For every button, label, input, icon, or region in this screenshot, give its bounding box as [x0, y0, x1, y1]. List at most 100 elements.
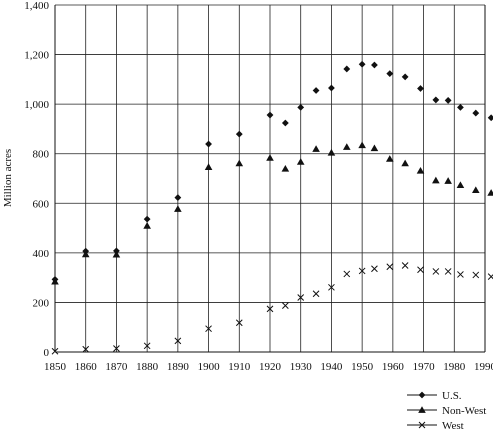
non-west-point: [370, 144, 379, 152]
y-axis-title: Million acres: [2, 149, 14, 207]
legend-marker: [418, 421, 426, 429]
non-west-point: [266, 154, 274, 161]
us-point: [235, 130, 243, 138]
west-point: [444, 268, 452, 275]
tick-labels: 0 200 400 600 800 1,000 1,200 1,400 1850 1860 1870…: [24, 0, 493, 373]
us-point: [266, 111, 274, 119]
west-point: [143, 342, 151, 350]
non-west-point: [444, 177, 452, 184]
us-point: [417, 85, 424, 92]
us-point: [312, 87, 320, 94]
west-point: [432, 268, 440, 275]
non-west-point: [385, 155, 394, 162]
y-tick-label: 0: [44, 347, 50, 359]
non-west-point: [281, 165, 290, 172]
y-tick-label: 400: [33, 248, 50, 260]
x-tick-label: 1920: [259, 361, 282, 373]
non-west-point: [342, 143, 351, 150]
legend-item-west: West: [407, 420, 464, 432]
non-west-point: [416, 167, 425, 174]
y-tick-label: 600: [33, 198, 50, 210]
us-point: [328, 84, 335, 92]
non-west-point: [112, 250, 121, 258]
west-point: [312, 290, 320, 298]
non-west-point: [471, 186, 480, 193]
us-point: [297, 103, 305, 111]
legend-label: West: [442, 420, 464, 429]
non-west-point: [487, 189, 493, 196]
us-point: [281, 119, 289, 127]
us-point: [343, 65, 351, 73]
west-point: [51, 347, 59, 355]
x-tick-label: 1950: [351, 361, 374, 373]
non-west-point: [143, 222, 151, 229]
non-west-point: [174, 205, 182, 212]
y-tick-label: 800: [33, 149, 50, 161]
legend-item-non-west: Non-West: [407, 405, 486, 417]
west-point: [235, 319, 243, 327]
us-point: [457, 103, 464, 111]
x-tick-label: 1990: [474, 361, 493, 373]
x-tick-label: 1980: [443, 361, 466, 373]
us-point: [174, 194, 182, 201]
non-west-point: [235, 159, 244, 167]
west-point: [174, 337, 182, 345]
west-point: [266, 305, 274, 313]
x-tick-label: 1970: [413, 361, 436, 373]
west-point: [472, 271, 480, 279]
x-tick-label: 1860: [75, 361, 98, 373]
us-point: [143, 215, 151, 223]
west-point: [401, 262, 409, 269]
legend-marker: [418, 391, 426, 399]
us-point: [205, 140, 212, 148]
us-point: [371, 61, 378, 69]
non-west-point: [204, 163, 213, 170]
us-point: [401, 73, 409, 81]
non-west-point: [327, 148, 336, 156]
x-tick-label: 1890: [167, 361, 190, 373]
y-tick-label: 1,200: [24, 50, 49, 62]
x-tick-label: 1930: [290, 361, 313, 373]
x-tick-label: 1870: [105, 361, 128, 373]
data-points: [51, 60, 493, 355]
west-point: [205, 325, 212, 333]
non-west-point: [456, 181, 465, 189]
x-tick-label: 1880: [136, 361, 159, 373]
x-tick-label: 1850: [44, 361, 67, 373]
west-point: [82, 345, 90, 353]
x-tick-label: 1940: [320, 361, 343, 373]
us-point: [444, 97, 452, 104]
y-tick-label: 1,400: [24, 0, 49, 12]
non-west-point: [296, 158, 305, 165]
non-west-point: [81, 250, 90, 258]
x-tick-label: 1960: [382, 361, 405, 373]
us-point: [386, 70, 394, 78]
west-point: [358, 267, 366, 275]
non-west-point: [432, 176, 440, 184]
x-tick-label: 1900: [198, 361, 221, 373]
x-tick-label: 1910: [228, 361, 251, 373]
west-point: [297, 294, 305, 301]
west-point: [328, 283, 335, 291]
legend-item-us: U.S.: [407, 390, 462, 402]
legend-label: U.S.: [442, 390, 462, 402]
west-point: [457, 271, 464, 278]
west-point: [343, 270, 351, 278]
legend-label: Non-West: [442, 405, 486, 417]
axes: [54, 5, 486, 353]
grid: [54, 4, 486, 353]
y-tick-label: 200: [33, 297, 50, 309]
west-point: [113, 345, 120, 352]
non-west-point: [401, 159, 409, 167]
legend: U.S. Non-West West: [407, 390, 486, 432]
non-west-point: [312, 145, 320, 152]
non-west-point: [358, 141, 366, 149]
west-point: [417, 266, 424, 274]
us-point: [358, 60, 366, 68]
west-point: [371, 265, 378, 273]
non-west-point: [51, 277, 59, 285]
y-tick-label: 1,000: [24, 99, 49, 111]
us-point: [432, 96, 440, 104]
